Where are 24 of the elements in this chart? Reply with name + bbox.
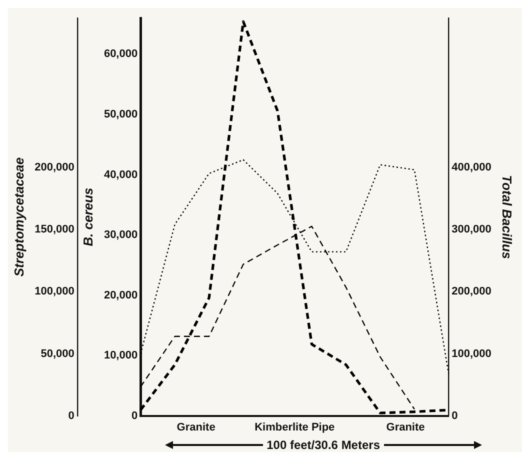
text: Granite xyxy=(386,422,425,434)
y-tick-label: 60,000 xyxy=(104,48,138,60)
y-tick-label: 50,000 xyxy=(104,108,138,121)
text: Granite xyxy=(176,422,216,434)
y3-tick-label: 200,000 xyxy=(452,286,492,298)
y2-tick-label: 0 xyxy=(68,410,74,422)
text: Kimberlite Pipe xyxy=(254,422,335,434)
y2-tick-label: 100,000 xyxy=(34,286,74,298)
y-axis-title: B. cereus xyxy=(80,188,96,246)
y2-tick-label: 200,000 xyxy=(34,161,74,174)
y3-tick-label: 400,000 xyxy=(452,161,492,174)
x-axis-title: 100 feet/30.6 Meters xyxy=(266,438,380,452)
y-tick-label: 40,000 xyxy=(104,168,138,181)
y2-tick-label: 150,000 xyxy=(34,223,74,236)
y-tick-label: 10,000 xyxy=(104,350,138,362)
y-tick-label: 0 xyxy=(131,410,138,422)
y3-tick-label: 100,000 xyxy=(452,348,492,360)
y-tick-label: 20,000 xyxy=(104,289,138,302)
y-tick-label: 30,000 xyxy=(104,229,138,242)
y3-tick-label: 0 xyxy=(452,410,458,422)
y2-axis-title: Streptomycetaceae xyxy=(11,157,26,277)
y3-tick-label: 300,000 xyxy=(452,223,492,236)
y2-tick-label: 50,000 xyxy=(40,348,74,360)
y3-axis-title: Total Bacillus xyxy=(500,174,515,260)
